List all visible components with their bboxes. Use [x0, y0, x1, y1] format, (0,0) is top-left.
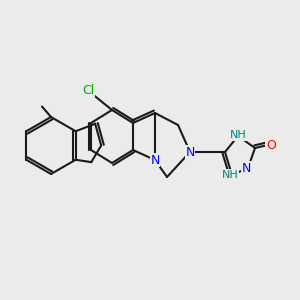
Text: NH: NH: [222, 170, 239, 180]
Text: Cl: Cl: [82, 83, 94, 97]
Text: N: N: [242, 161, 251, 175]
Text: N: N: [150, 154, 160, 166]
Text: O: O: [266, 139, 276, 152]
Text: N: N: [185, 146, 195, 158]
Text: NH: NH: [230, 130, 246, 140]
